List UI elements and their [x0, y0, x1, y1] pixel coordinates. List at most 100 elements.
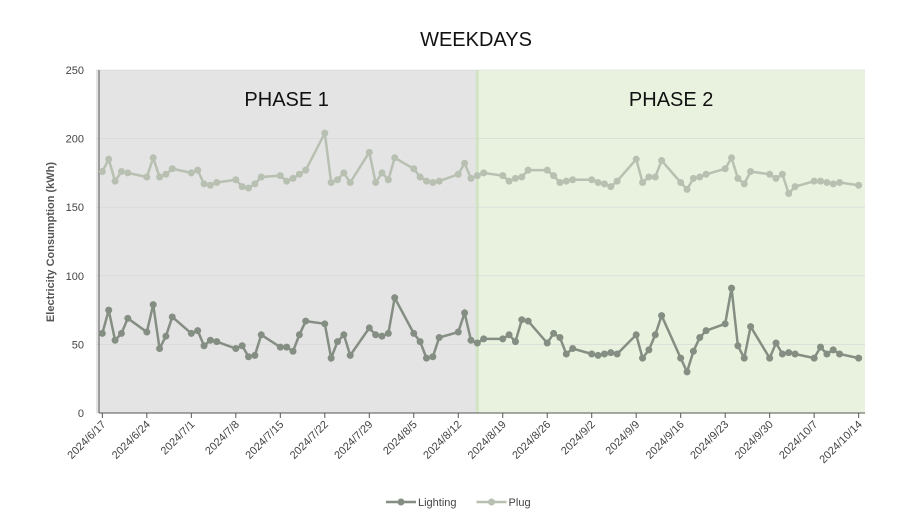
phase-region	[477, 70, 865, 413]
data-point	[734, 342, 742, 350]
data-point	[429, 353, 437, 361]
data-point	[683, 185, 691, 193]
data-point	[562, 350, 570, 358]
data-point	[378, 169, 386, 177]
x-tick-label: 2024/7/1	[159, 419, 198, 458]
data-point	[206, 336, 214, 344]
data-point	[518, 316, 526, 324]
data-point	[588, 176, 596, 184]
data-point	[740, 180, 748, 188]
data-point	[200, 342, 208, 350]
data-point	[524, 317, 532, 325]
y-tick-label: 150	[66, 202, 84, 214]
data-point	[740, 354, 748, 362]
data-point	[658, 157, 666, 165]
data-point	[327, 354, 335, 362]
data-point	[772, 339, 780, 347]
data-point	[747, 323, 755, 331]
data-point	[302, 166, 310, 174]
data-point	[149, 154, 157, 162]
legend-marker	[397, 498, 405, 506]
data-point	[461, 159, 469, 167]
data-point	[632, 331, 640, 339]
chart-title: WEEKDAYS	[420, 29, 532, 51]
data-point	[340, 169, 348, 177]
data-point	[276, 172, 284, 180]
data-point	[645, 173, 653, 181]
x-tick-label: 2024/10/14	[817, 419, 864, 466]
data-point	[435, 334, 443, 342]
data-point	[98, 329, 106, 337]
data-point	[454, 328, 462, 336]
data-point	[823, 350, 831, 358]
data-point	[600, 180, 608, 188]
data-point	[747, 168, 755, 176]
data-point	[772, 174, 780, 182]
data-point	[791, 183, 799, 191]
data-point	[200, 180, 208, 188]
data-point	[702, 327, 710, 335]
data-point	[728, 154, 736, 162]
data-point	[213, 179, 221, 187]
data-point	[721, 320, 729, 328]
data-point	[251, 180, 259, 188]
data-point	[334, 338, 342, 346]
data-point	[105, 155, 113, 163]
x-tick-label: 2024/8/12	[421, 419, 464, 462]
data-point	[829, 180, 837, 188]
data-point	[111, 336, 119, 344]
data-point	[321, 320, 329, 328]
data-point	[410, 165, 418, 173]
x-tick-label: 2024/9/16	[644, 419, 687, 462]
data-point	[257, 331, 265, 339]
data-point	[238, 342, 246, 350]
phase-label: PHASE 1	[244, 89, 328, 111]
data-point	[232, 176, 240, 184]
data-point	[391, 294, 399, 302]
data-point	[810, 177, 818, 185]
y-tick-label: 200	[66, 134, 84, 146]
data-point	[505, 331, 513, 339]
x-tick-label: 2024/7/15	[243, 419, 286, 462]
data-point	[569, 345, 577, 353]
data-point	[829, 346, 837, 354]
data-point	[518, 173, 526, 181]
phase-label: PHASE 2	[629, 89, 713, 111]
data-point	[766, 170, 774, 178]
data-point	[416, 338, 424, 346]
data-point	[785, 349, 793, 357]
data-point	[124, 314, 132, 322]
data-point	[251, 351, 259, 359]
data-point	[111, 177, 119, 185]
data-point	[607, 349, 615, 357]
data-point	[511, 338, 519, 346]
x-tick-label: 2024/9/9	[604, 419, 643, 458]
data-point	[836, 179, 844, 187]
data-point	[543, 166, 551, 174]
data-point	[480, 335, 488, 343]
data-point	[429, 179, 437, 187]
data-point	[422, 354, 430, 362]
x-tick-label: 2024/7/8	[203, 419, 242, 458]
data-point	[855, 354, 863, 362]
data-point	[600, 350, 608, 358]
data-point	[562, 177, 570, 185]
legend-label: Lighting	[418, 497, 457, 509]
data-point	[327, 179, 335, 187]
data-point	[372, 331, 380, 339]
data-point	[422, 177, 430, 185]
data-point	[124, 169, 132, 177]
data-point	[117, 168, 125, 176]
data-point	[143, 173, 151, 181]
data-point	[467, 174, 475, 182]
data-point	[639, 179, 647, 187]
data-point	[276, 343, 284, 351]
data-point	[651, 173, 659, 181]
data-point	[289, 174, 297, 182]
data-point	[321, 129, 329, 137]
x-tick-label: 2024/7/22	[288, 419, 331, 462]
data-point	[346, 179, 354, 187]
x-tick-label: 2024/6/24	[110, 419, 153, 462]
data-point	[289, 347, 297, 355]
data-point	[384, 329, 392, 337]
